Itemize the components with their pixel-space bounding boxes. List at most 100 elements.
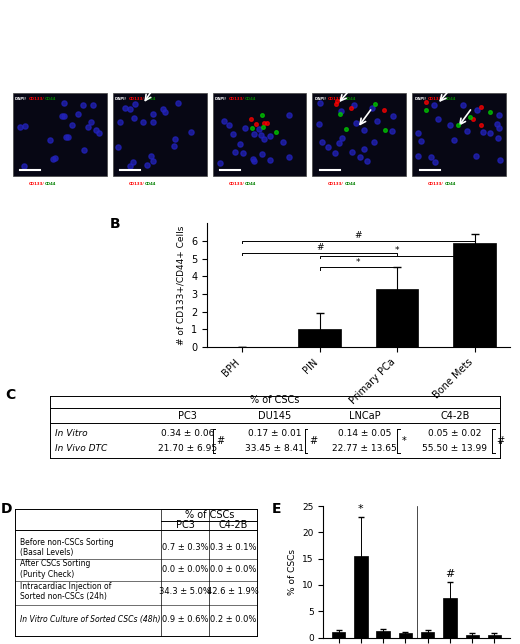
Point	[192, 243, 201, 254]
Point	[230, 147, 239, 158]
Text: CD44: CD44	[245, 182, 256, 186]
Point	[315, 119, 323, 129]
Point	[486, 107, 495, 117]
Point	[216, 193, 225, 204]
Point	[365, 205, 373, 216]
Point	[254, 193, 263, 203]
Point	[330, 205, 339, 216]
Bar	[298, 329, 341, 347]
Text: DAPI/: DAPI/	[115, 97, 127, 101]
Bar	[399, 633, 412, 638]
Point	[456, 201, 464, 211]
Point	[245, 198, 253, 208]
Bar	[376, 289, 419, 347]
Point	[278, 220, 286, 231]
Point	[187, 127, 196, 137]
Point	[258, 240, 266, 250]
Text: CD44: CD44	[45, 182, 57, 186]
Point	[115, 182, 124, 193]
Point	[470, 199, 478, 209]
Text: CD133/: CD133/	[128, 182, 144, 186]
Point	[316, 193, 324, 204]
Point	[236, 139, 244, 149]
Point	[71, 194, 80, 204]
Point	[336, 106, 345, 117]
Text: 0.05 ± 0.02: 0.05 ± 0.02	[428, 429, 482, 438]
Point	[121, 103, 129, 113]
Point	[82, 242, 90, 252]
Text: DAPI/: DAPI/	[414, 182, 426, 186]
Point	[241, 191, 250, 201]
Point	[92, 124, 100, 135]
Point	[363, 156, 371, 166]
Point	[324, 142, 332, 152]
Point	[478, 240, 486, 251]
Point	[360, 126, 369, 136]
Text: CD133/: CD133/	[428, 97, 444, 101]
Text: *: *	[395, 246, 399, 255]
Point	[152, 224, 161, 234]
Text: 0.2 ± 0.0%: 0.2 ± 0.0%	[210, 615, 256, 624]
Point	[74, 240, 83, 250]
Point	[370, 189, 379, 199]
Point	[439, 203, 447, 213]
Point	[333, 203, 341, 213]
Point	[154, 242, 163, 252]
FancyBboxPatch shape	[412, 178, 506, 261]
Point	[362, 194, 370, 204]
Point	[314, 200, 322, 211]
Point	[331, 147, 339, 158]
Point	[249, 154, 257, 164]
Point	[129, 156, 137, 167]
Text: DAPI/: DAPI/	[15, 182, 27, 186]
Point	[131, 99, 139, 109]
Point	[335, 138, 343, 149]
Point	[352, 118, 360, 128]
Text: 0.9 ± 0.6%: 0.9 ± 0.6%	[162, 615, 209, 624]
Point	[427, 151, 435, 162]
Text: CD44: CD44	[145, 182, 157, 186]
Bar	[332, 632, 345, 638]
Point	[466, 111, 474, 122]
Point	[116, 117, 124, 127]
Point	[421, 203, 430, 213]
Point	[424, 187, 432, 197]
Point	[61, 132, 70, 142]
Point	[236, 238, 244, 249]
Text: In Vivo DTC: In Vivo DTC	[55, 444, 108, 453]
Text: LNCaP: LNCaP	[349, 411, 381, 421]
Text: D: D	[1, 502, 12, 516]
Point	[230, 212, 238, 222]
Point	[241, 123, 250, 133]
Point	[413, 151, 422, 161]
Point	[469, 114, 477, 124]
Text: Intracardiac Injection of
Sorted non-CSCs (24h): Intracardiac Injection of Sorted non-CSC…	[20, 582, 112, 601]
Point	[149, 240, 157, 250]
Point	[264, 225, 272, 236]
Point	[123, 225, 132, 235]
Text: CD44: CD44	[345, 182, 356, 186]
Point	[21, 207, 30, 218]
Point	[90, 244, 99, 254]
Point	[450, 135, 458, 146]
Point	[271, 127, 280, 137]
Text: #: #	[316, 243, 323, 252]
Text: CD44: CD44	[245, 97, 256, 101]
Point	[128, 197, 137, 207]
Point	[16, 122, 24, 132]
Point	[337, 133, 346, 144]
Text: CD44: CD44	[445, 97, 456, 101]
Point	[343, 226, 352, 236]
Point	[257, 109, 266, 120]
Point	[214, 206, 222, 216]
Point	[456, 190, 464, 200]
Point	[342, 124, 350, 134]
Point	[225, 120, 233, 130]
Point	[483, 202, 491, 213]
Point	[252, 118, 260, 129]
Point	[347, 103, 355, 113]
Text: CD133/: CD133/	[328, 182, 344, 186]
Point	[440, 204, 448, 214]
Point	[123, 191, 131, 202]
Point	[149, 117, 157, 127]
